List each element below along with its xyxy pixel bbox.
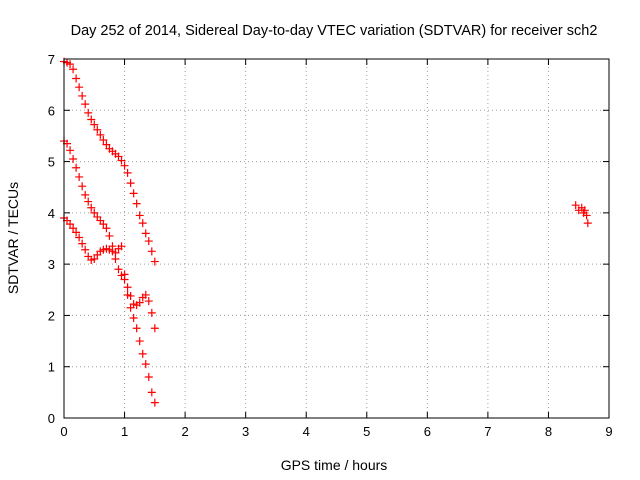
data-point-track-a (123, 168, 132, 177)
data-point-track-a (84, 108, 93, 117)
data-point-track-b (147, 308, 156, 317)
data-point-track-c (147, 388, 156, 397)
data-point-track-c (69, 224, 78, 233)
data-point-track-a (147, 247, 156, 256)
data-points (60, 57, 592, 407)
data-point-track-a (138, 219, 147, 228)
y-tick-label: 2 (48, 308, 55, 323)
data-point-track-c (144, 372, 153, 381)
data-point-track-c (90, 255, 99, 264)
data-point-track-a (78, 91, 87, 100)
data-point-track-a (117, 156, 126, 165)
data-point-track-a (141, 229, 150, 238)
data-point-track-c (135, 337, 144, 346)
data-point-track-b (135, 298, 144, 307)
data-point-track-c (126, 303, 135, 312)
data-point-track-b (81, 190, 90, 199)
data-point-track-c (120, 270, 129, 279)
data-point-track-a (132, 199, 141, 208)
data-point-track-c (132, 324, 141, 333)
data-point-track-b (141, 290, 150, 299)
data-point-track-d (580, 206, 589, 215)
data-point-track-b (84, 197, 93, 206)
data-point-track-b (75, 172, 84, 181)
data-point-track-b (105, 231, 114, 240)
chart-title: Day 252 of 2014, Sidereal Day-to-day VTE… (71, 23, 598, 39)
y-tick-label: 3 (48, 257, 55, 272)
data-point-track-c (141, 360, 150, 369)
data-point-track-a (75, 83, 84, 92)
data-point-track-a (90, 120, 99, 129)
data-point-track-a (120, 161, 129, 170)
data-point-track-b (123, 283, 132, 292)
data-point-track-b (87, 203, 96, 212)
data-point-track-b (150, 324, 159, 333)
data-point-track-a (66, 60, 75, 69)
data-point-track-b (90, 208, 99, 217)
y-tick-label: 7 (48, 52, 55, 67)
data-point-track-a (93, 125, 102, 134)
data-point-track-a (96, 130, 105, 139)
data-point-track-c (81, 245, 90, 254)
x-tick-label: 7 (484, 424, 491, 439)
data-point-track-c (123, 290, 132, 299)
y-axis-label: SDTVAR / TECUs (5, 182, 21, 294)
x-tick-label: 0 (60, 424, 67, 439)
data-point-track-a (135, 211, 144, 220)
x-tick-label: 8 (545, 424, 552, 439)
x-tick-label: 2 (181, 424, 188, 439)
data-point-track-a (150, 257, 159, 266)
plot-frame (63, 58, 610, 419)
data-point-track-a (69, 65, 78, 74)
y-tick-label: 6 (48, 103, 55, 118)
data-point-track-c (111, 248, 120, 257)
x-tick-label: 6 (424, 424, 431, 439)
data-point-track-d (582, 211, 591, 220)
y-tick-label: 4 (48, 206, 55, 221)
data-point-track-a (129, 189, 138, 198)
data-point-track-b (69, 155, 78, 164)
data-point-track-c (138, 349, 147, 358)
data-point-track-b (114, 265, 123, 274)
x-axis-label: GPS time / hours (281, 457, 388, 473)
x-tick-label: 4 (303, 424, 310, 439)
y-tick-label: 0 (48, 411, 55, 426)
data-point-track-a (102, 140, 111, 149)
data-point-track-c (150, 398, 159, 407)
data-point-track-d (583, 219, 592, 228)
data-point-track-c (72, 228, 81, 237)
data-point-track-c (78, 239, 87, 248)
data-point-track-b (72, 163, 81, 172)
data-point-track-b (144, 297, 153, 306)
data-point-track-b (102, 224, 111, 233)
axis-ticks: 0 1 2 3 4 5 6 7 8 9 0 1 2 3 4 5 6 7 (48, 52, 613, 439)
grid-lines (64, 59, 609, 418)
data-point-track-a (126, 179, 135, 188)
x-tick-label: 9 (605, 424, 612, 439)
data-point-track-a (99, 136, 108, 145)
data-point-track-a (87, 115, 96, 124)
data-point-track-c (66, 220, 75, 229)
data-point-track-c (117, 242, 126, 251)
x-tick-label: 3 (242, 424, 249, 439)
y-tick-label: 1 (48, 360, 55, 375)
data-point-track-d (571, 201, 580, 210)
data-point-track-a (72, 74, 81, 83)
data-point-track-a (81, 100, 90, 109)
data-point-track-a (114, 152, 123, 161)
data-point-track-c (129, 313, 138, 322)
x-tick-label: 5 (363, 424, 370, 439)
data-point-track-a (144, 237, 153, 246)
x-tick-label: 1 (121, 424, 128, 439)
y-tick-label: 5 (48, 155, 55, 170)
data-point-track-b (66, 146, 75, 155)
data-point-track-b (78, 182, 87, 191)
data-point-track-b (99, 220, 108, 229)
data-point-track-c (75, 233, 84, 242)
